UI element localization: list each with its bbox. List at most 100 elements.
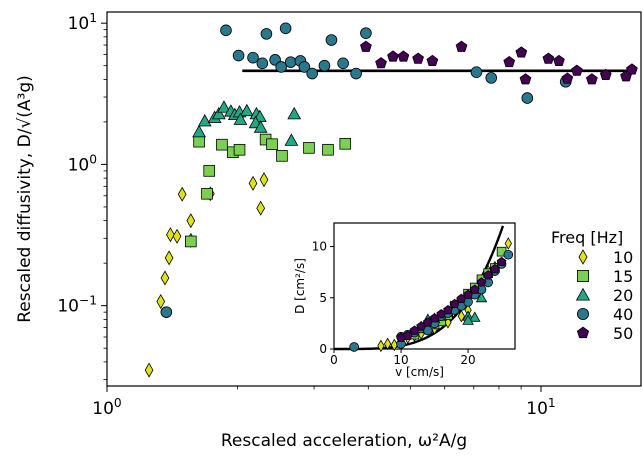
y-tick-label: 100 (68, 152, 97, 175)
data-point-circle (360, 27, 372, 39)
data-point-diamond (166, 227, 175, 243)
inset-data-point-circle (349, 342, 359, 352)
inset-data-point-pentagon (476, 277, 487, 287)
legend-title: Freq [Hz] (551, 228, 623, 247)
data-point-triangle (253, 120, 268, 133)
inset-data-point-diamond (384, 337, 392, 351)
data-point-circle (325, 34, 338, 46)
legend-marker (575, 287, 591, 301)
data-point-pentagon (586, 73, 598, 85)
inset-data-point-triangle (469, 311, 481, 322)
data-point-triangle (192, 124, 206, 138)
inset-x-tick-label: 0 (330, 353, 338, 367)
y-tick-label: 101 (68, 11, 97, 34)
data-point-square (303, 142, 315, 154)
data-point-circle (260, 28, 273, 40)
data-point-circle (247, 51, 259, 64)
data-point-pentagon (626, 63, 638, 75)
data-point-diamond (177, 186, 187, 202)
data-point-triangle (217, 100, 231, 113)
y-axis-label: Rescaled diffusivity, D/√(A³g) (15, 75, 35, 323)
data-point-diamond (144, 362, 154, 378)
inset-data-point-pentagon (483, 270, 494, 280)
legend-label: 40 (613, 305, 633, 324)
inset-y-tick-label: 0 (319, 342, 327, 356)
data-point-square (193, 135, 205, 148)
main-plot (144, 22, 638, 378)
legend-marker (576, 326, 590, 339)
data-point-circle (220, 24, 232, 37)
data-point-circle (256, 57, 269, 70)
data-point-square (266, 138, 278, 151)
data-point-diamond (160, 270, 170, 286)
data-point-square (216, 138, 228, 151)
data-point-circle (521, 92, 534, 104)
data-point-triangle (284, 133, 299, 146)
data-point-diamond (156, 293, 166, 310)
data-point-circle (275, 61, 288, 73)
data-point-pentagon (561, 72, 574, 84)
data-point-square (322, 143, 334, 156)
legend-label: 20 (613, 286, 633, 305)
inset-x-tick-label: 20 (460, 353, 475, 367)
data-point-triangle (233, 112, 248, 125)
data-point-diamond (186, 213, 196, 229)
data-point-square (276, 150, 288, 162)
data-point-triangle (239, 103, 254, 117)
data-point-pentagon (553, 54, 565, 66)
data-point-triangle (197, 113, 212, 127)
data-point-pentagon (397, 50, 410, 62)
data-point-square (339, 137, 352, 150)
inset-y-tick-label: 10 (312, 240, 327, 254)
data-point-diamond (256, 200, 266, 216)
main-plot-frame (106, 11, 642, 387)
data-point-square (203, 165, 216, 177)
data-point-pentagon (503, 55, 516, 68)
inset-data-point-diamond (504, 237, 512, 250)
inset-data-point-pentagon (490, 263, 500, 274)
data-point-circle (470, 66, 483, 78)
inset-data-point-pentagon (496, 256, 507, 267)
inset-x-axis-label: v [cm/s] (395, 365, 444, 379)
data-point-pentagon (387, 50, 399, 62)
data-point-circle (337, 57, 349, 70)
data-point-triangle (287, 106, 302, 120)
data-point-diamond (259, 172, 269, 188)
data-point-pentagon (599, 68, 612, 80)
x-tick-label: 101 (526, 396, 555, 419)
data-point-circle (284, 56, 297, 68)
data-point-pentagon (426, 54, 439, 66)
x-axis-label: Rescaled acceleration, ω²A/g (221, 431, 467, 451)
data-point-square (233, 143, 246, 156)
data-point-pentagon (542, 52, 555, 64)
legend-label: 50 (613, 324, 633, 343)
data-point-square (201, 187, 213, 200)
data-point-circle (318, 59, 331, 72)
data-point-diamond (164, 250, 174, 266)
inset-data-point-diamond (377, 339, 385, 353)
data-point-circle (279, 22, 292, 35)
inset-data-point-triangle (462, 314, 474, 325)
data-point-square (185, 235, 197, 248)
legend-marker (577, 307, 590, 320)
legend-marker (578, 249, 588, 265)
inset-x-tick-label: 10 (393, 353, 408, 367)
data-point-pentagon (455, 40, 468, 52)
data-point-pentagon (515, 46, 528, 58)
data-point-pentagon (412, 52, 424, 64)
legend-marker (577, 269, 590, 282)
data-point-diamond (248, 175, 258, 191)
y-tick-label: 10−1 (57, 294, 97, 317)
data-point-triangle (211, 106, 226, 120)
data-point-circle (298, 61, 311, 73)
data-point-circle (160, 306, 173, 318)
data-point-pentagon (571, 64, 583, 76)
legend-label: 10 (613, 248, 633, 267)
legend-label: 15 (613, 267, 633, 286)
data-point-pentagon (375, 57, 387, 69)
